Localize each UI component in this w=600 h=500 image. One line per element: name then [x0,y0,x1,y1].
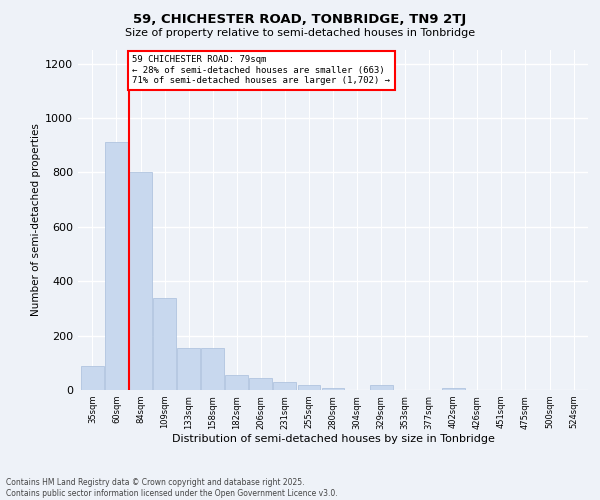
Bar [201,348,224,390]
Bar [81,366,104,390]
X-axis label: Distribution of semi-detached houses by size in Tonbridge: Distribution of semi-detached houses by … [172,434,494,444]
Bar [177,348,200,390]
Text: Size of property relative to semi-detached houses in Tonbridge: Size of property relative to semi-detach… [125,28,475,38]
Y-axis label: Number of semi-detached properties: Number of semi-detached properties [31,124,41,316]
Bar [250,378,272,390]
Bar [298,385,320,390]
Bar [322,388,344,390]
Bar [442,388,465,390]
Text: Contains HM Land Registry data © Crown copyright and database right 2025.
Contai: Contains HM Land Registry data © Crown c… [6,478,338,498]
Bar [129,172,152,390]
Bar [153,298,176,390]
Bar [226,375,248,390]
Bar [370,385,392,390]
Bar [274,382,296,390]
Text: 59, CHICHESTER ROAD, TONBRIDGE, TN9 2TJ: 59, CHICHESTER ROAD, TONBRIDGE, TN9 2TJ [133,12,467,26]
Bar [105,142,128,390]
Text: 59 CHICHESTER ROAD: 79sqm
← 28% of semi-detached houses are smaller (663)
71% of: 59 CHICHESTER ROAD: 79sqm ← 28% of semi-… [132,56,390,85]
